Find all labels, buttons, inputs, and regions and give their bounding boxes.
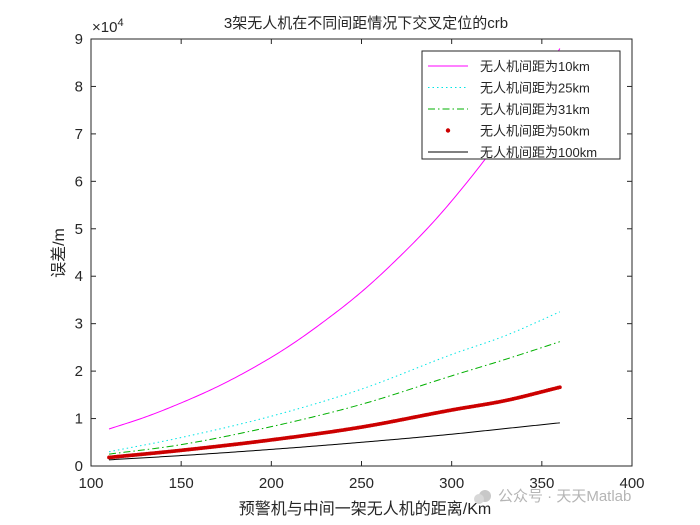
- y-tick-label: 4: [75, 268, 83, 285]
- y-tick-label: 6: [75, 173, 83, 190]
- y-tick-label: 0: [75, 458, 83, 475]
- y-exponent-power: 4: [117, 17, 123, 29]
- x-tick-label: 400: [619, 475, 644, 492]
- series-marker: [557, 385, 562, 390]
- y-exponent-base: ×10: [92, 19, 117, 36]
- y-axis: 0 1 2 3 4 5 6 7 8 9: [75, 31, 632, 475]
- series-4: [107, 385, 562, 460]
- legend-box: [421, 50, 621, 160]
- legend: 无人机间距为10km 无人机间距为25km 无人机间距为31km 无人机间距为50km…: [421, 50, 621, 160]
- y-tick-label: 8: [75, 78, 83, 95]
- x-tick-label: 100: [78, 475, 103, 492]
- chart-title: 3架无人机在不同间距情况下交叉定位的crb: [224, 14, 508, 32]
- series-5: [109, 422, 560, 461]
- series-line: [108, 48, 561, 430]
- x-tick-label: 300: [439, 475, 464, 492]
- watermark-text: 公众号 · 天天Matlab: [498, 488, 631, 505]
- x-tick-label: 200: [259, 475, 284, 492]
- y-tick-label: 9: [75, 31, 83, 48]
- x-tick-label: 250: [349, 475, 374, 492]
- x-axis-label: 预警机与中间一架无人机的距离/Km: [239, 500, 491, 518]
- series-line: [108, 311, 561, 453]
- y-tick-label: 5: [75, 221, 83, 238]
- y-tick-label: 3: [75, 316, 83, 333]
- series-line: [109, 422, 560, 461]
- series-2: [108, 311, 561, 453]
- watermark: 公众号 · 天天Matlab: [474, 488, 631, 505]
- x-axis: 100 150 200 250 300 350 400: [78, 39, 645, 492]
- y-tick-label: 2: [75, 363, 83, 380]
- legend-label: 无人机间距为10km: [480, 59, 590, 74]
- wechat-icon-bubble: [474, 494, 484, 504]
- y-tick-label: 7: [75, 126, 83, 143]
- legend-label: 无人机间距为31km: [480, 102, 590, 117]
- series-line: [108, 341, 561, 455]
- x-tick-label: 350: [529, 475, 554, 492]
- series-3: [108, 341, 561, 455]
- legend-label: 无人机间距为50km: [480, 124, 590, 139]
- y-tick-label: 1: [75, 411, 83, 428]
- x-tick-label: 150: [169, 475, 194, 492]
- legend-label: 无人机间距为25km: [480, 81, 590, 96]
- series-layer: [107, 48, 562, 461]
- y-axis-label: 误差/m: [50, 228, 68, 278]
- legend-label: 无人机间距为100km: [480, 145, 597, 160]
- y-exponent-multiplier: ×104: [92, 17, 124, 36]
- series-1: [108, 48, 561, 430]
- legend-marker: [445, 128, 451, 133]
